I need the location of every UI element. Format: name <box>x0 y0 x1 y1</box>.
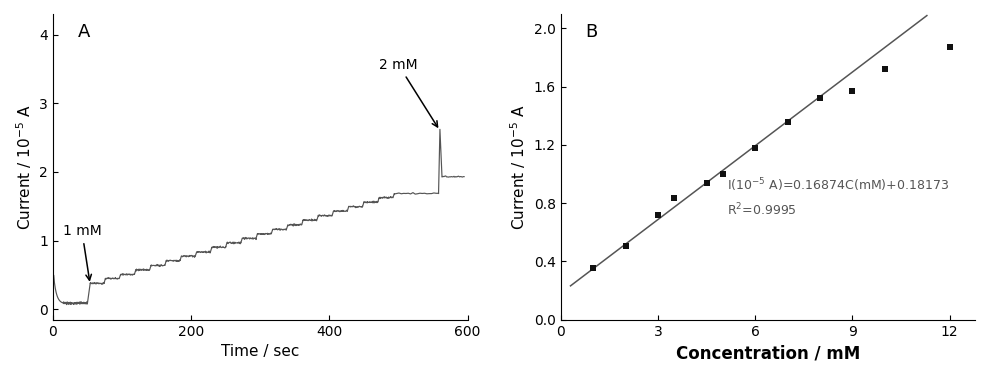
Text: 1 mM: 1 mM <box>63 224 101 280</box>
Point <box>618 243 634 249</box>
Point <box>812 96 828 102</box>
Text: B: B <box>586 23 598 41</box>
Text: I(10$^{-5}$ A)=0.16874C(mM)+0.18173
R$^2$=0.9995: I(10$^{-5}$ A)=0.16874C(mM)+0.18173 R$^2… <box>727 177 949 218</box>
Y-axis label: Current / 10$^{-5}$ A: Current / 10$^{-5}$ A <box>14 104 34 230</box>
Point <box>877 66 893 72</box>
Point <box>699 180 715 186</box>
X-axis label: Concentration / mM: Concentration / mM <box>676 344 860 362</box>
Point <box>585 265 601 271</box>
Text: 2 mM: 2 mM <box>379 58 438 127</box>
Text: A: A <box>78 23 90 41</box>
Point <box>715 171 731 177</box>
Y-axis label: Current / 10$^{-5}$ A: Current / 10$^{-5}$ A <box>509 104 528 230</box>
Point <box>666 195 682 201</box>
Point <box>780 119 796 125</box>
Point <box>844 88 860 94</box>
Point <box>747 145 763 151</box>
Point <box>942 44 958 50</box>
X-axis label: Time / sec: Time / sec <box>221 344 299 359</box>
Point <box>650 212 666 218</box>
